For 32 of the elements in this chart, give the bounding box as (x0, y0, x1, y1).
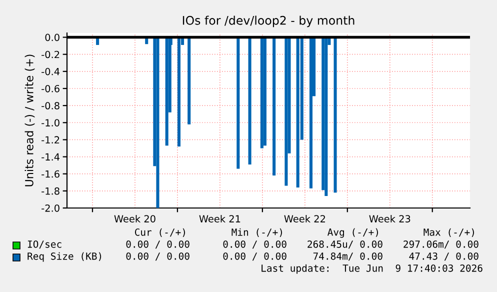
text: 74.84m/ 0.00 (313, 252, 382, 261)
y-tick-label: -0.6 (42, 84, 60, 92)
text: 47.43 / 0.00 (409, 252, 478, 261)
text: Min (-/+) (232, 228, 282, 237)
text: Avg (-/+) (328, 228, 378, 238)
legend-label: IO/sec (28, 240, 62, 249)
text: 297.06m/ 0.00 (404, 240, 478, 249)
y-axis-title: Units read (-) / write (+) (24, 54, 35, 186)
y-tick-label: 0.0 (45, 34, 60, 42)
y-tick-label: -0.8 (42, 102, 60, 110)
y-tick-label: -1.2 (42, 136, 60, 144)
x-tick-label: Week 22 (284, 214, 325, 222)
y-tick-label: -1.8 (42, 187, 60, 195)
text: 0.00 / 0.00 (223, 240, 286, 249)
chart-title: IOs for /dev/loop2 - by month (182, 16, 354, 28)
y-tick-label: -2.0 (42, 204, 60, 212)
text: Last update: Tue Jun 9 17:40:03 2026 (262, 264, 482, 274)
y-tick-label: -1.6 (42, 170, 60, 178)
x-tick-label: Week 23 (369, 214, 410, 222)
y-tick-label: -1.0 (42, 119, 60, 126)
x-tick-label: Week 20 (114, 214, 156, 222)
y-tick-label: -1.4 (42, 153, 60, 160)
text: 0.00 / 0.00 (126, 240, 190, 249)
y-tick-label: -0.4 (42, 68, 60, 76)
text: 0.00 / 0.00 (126, 252, 190, 261)
x-tick-label: Week 21 (199, 214, 240, 222)
text: Cur (-/+) (134, 228, 185, 237)
text: Max (-/+) (424, 228, 474, 237)
text: 268.45u/ 0.00 (308, 240, 382, 249)
y-tick-label: -0.2 (42, 50, 60, 58)
text: 0.00 / 0.00 (223, 252, 286, 261)
legend-label: Req Size (KB) (28, 252, 102, 262)
